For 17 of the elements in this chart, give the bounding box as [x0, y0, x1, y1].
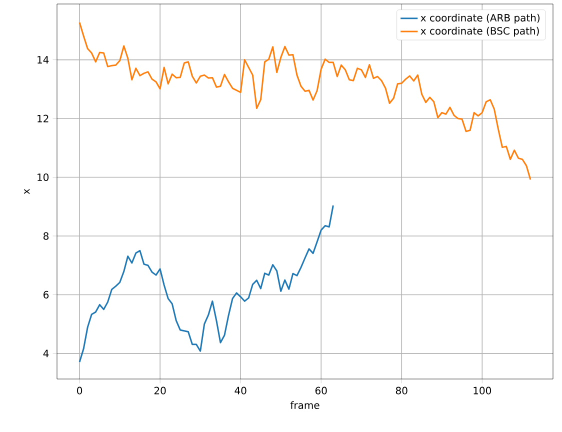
- y-axis-title: x: [24, 188, 30, 194]
- x-axis-title: frame: [290, 401, 320, 409]
- x-tick-label: 0: [77, 386, 82, 394]
- x-tick-label: 40: [234, 386, 246, 394]
- x-tick-label: 20: [154, 386, 166, 394]
- x-tick-label: 80: [396, 386, 408, 394]
- y-tick-label: 10: [38, 173, 49, 182]
- y-tick-label: 14: [38, 56, 49, 64]
- x-tick-label: 100: [474, 386, 492, 394]
- x-tick-label: 60: [315, 386, 327, 394]
- legend-label: x coordinate (ARB path): [420, 14, 540, 24]
- y-tick-label: 12: [38, 114, 48, 122]
- y-tick-label: 6: [44, 290, 49, 298]
- legend-label: x coordinate (BSC path): [420, 26, 539, 37]
- line-series: [78, 204, 334, 363]
- y-tick-label: 4: [43, 350, 49, 358]
- y-tick-label: 8: [44, 232, 49, 240]
